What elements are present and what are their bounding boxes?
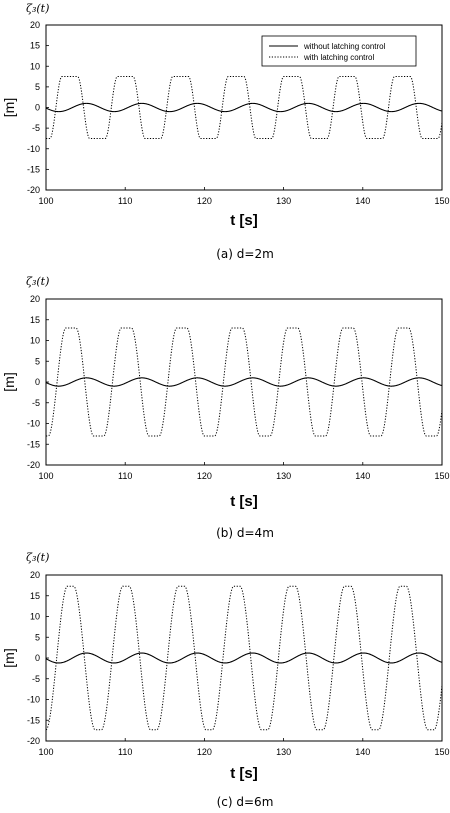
series-line-with-latching bbox=[46, 76, 442, 139]
y-tick-label: 0 bbox=[35, 653, 40, 663]
series-line-with-latching bbox=[46, 585, 442, 731]
y-tick-label: -15 bbox=[27, 715, 40, 725]
chart-title: ζ₃(t) bbox=[26, 275, 49, 288]
x-tick-label: 110 bbox=[118, 196, 132, 206]
y-tick-label: -10 bbox=[27, 695, 40, 705]
y-axis-label: [m] bbox=[1, 98, 17, 117]
y-tick-label: 5 bbox=[35, 632, 40, 642]
legend-box bbox=[261, 35, 417, 67]
x-tick-label: 110 bbox=[118, 747, 132, 757]
series-line-without-latching bbox=[46, 377, 442, 387]
y-tick-label: -15 bbox=[27, 164, 40, 174]
series-line-without-latching bbox=[46, 652, 442, 664]
x-tick-label: 100 bbox=[38, 196, 53, 206]
y-tick-label: -20 bbox=[27, 185, 40, 195]
y-tick-label: 5 bbox=[35, 82, 40, 92]
plot-frame bbox=[45, 298, 443, 466]
series-line-without-latching bbox=[46, 102, 442, 113]
legend: without latching control with latching co… bbox=[261, 35, 417, 67]
x-tick-label: 110 bbox=[118, 471, 132, 481]
series-line-with-latching bbox=[46, 327, 442, 437]
legend-label: without latching control bbox=[303, 42, 386, 51]
y-tick-label: 20 bbox=[30, 294, 40, 304]
y-tick-label: 10 bbox=[30, 612, 40, 622]
x-tick-label: 130 bbox=[276, 196, 291, 206]
y-tick-label: 15 bbox=[30, 41, 40, 51]
x-tick-label: 140 bbox=[355, 196, 370, 206]
y-tick-label: -10 bbox=[27, 144, 40, 154]
x-tick-label: 120 bbox=[197, 747, 212, 757]
y-tick-label: 0 bbox=[35, 377, 40, 387]
x-tick-label: 100 bbox=[38, 747, 53, 757]
x-tick-label: 100 bbox=[38, 471, 53, 481]
legend-label: with latching control bbox=[303, 53, 374, 62]
y-tick-label: -5 bbox=[32, 123, 40, 133]
y-tick-label: -20 bbox=[27, 460, 40, 470]
chart-title: ζ₃(t) bbox=[26, 551, 49, 564]
y-tick-label: 20 bbox=[30, 570, 40, 580]
y-tick-label: 10 bbox=[30, 61, 40, 71]
y-tick-label: 0 bbox=[35, 103, 40, 113]
x-axis-label: t [s] bbox=[230, 493, 258, 510]
y-tick-label: 20 bbox=[30, 20, 40, 30]
x-axis-label: t [s] bbox=[230, 212, 258, 229]
y-axis-label: [m] bbox=[1, 648, 17, 667]
y-tick-label: -15 bbox=[27, 439, 40, 449]
x-tick-label: 120 bbox=[197, 471, 212, 481]
x-tick-label: 150 bbox=[434, 471, 449, 481]
y-tick-label: -5 bbox=[32, 674, 40, 684]
y-tick-label: -5 bbox=[32, 398, 40, 408]
x-tick-label: 150 bbox=[434, 196, 449, 206]
x-tick-label: 150 bbox=[434, 747, 449, 757]
y-tick-label: -10 bbox=[27, 419, 40, 429]
x-axis-label: t [s] bbox=[230, 765, 258, 782]
chart-caption: (b) d=4m bbox=[216, 526, 274, 540]
chart-title: ζ₃(t) bbox=[26, 2, 49, 15]
y-tick-label: 5 bbox=[35, 356, 40, 366]
y-tick-label: -20 bbox=[27, 736, 40, 746]
x-tick-label: 140 bbox=[355, 471, 370, 481]
chart-caption: (a) d=2m bbox=[216, 247, 274, 261]
y-axis-label: [m] bbox=[1, 372, 17, 391]
y-tick-label: 15 bbox=[30, 315, 40, 325]
y-tick-label: 10 bbox=[30, 336, 40, 346]
x-tick-label: 130 bbox=[276, 747, 291, 757]
x-tick-label: 120 bbox=[197, 196, 212, 206]
x-tick-label: 140 bbox=[355, 747, 370, 757]
x-tick-label: 130 bbox=[276, 471, 291, 481]
y-tick-label: 15 bbox=[30, 591, 40, 601]
chart-caption: (c) d=6m bbox=[217, 795, 274, 809]
